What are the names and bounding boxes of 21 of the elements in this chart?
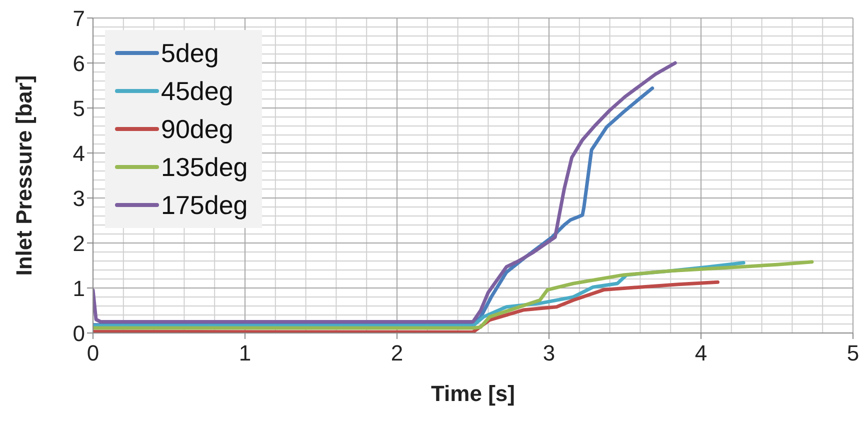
legend-label: 45deg bbox=[161, 76, 234, 106]
y-tick-label: 3 bbox=[72, 186, 85, 211]
line-series bbox=[93, 280, 720, 333]
x-tick-label: 1 bbox=[238, 340, 252, 366]
x-tick-label: 5 bbox=[846, 340, 860, 366]
y-tick-label: 0 bbox=[72, 320, 85, 346]
y-tick-label: 5 bbox=[72, 96, 85, 121]
y-tick-label: 7 bbox=[72, 6, 85, 31]
x-tick-label: 3 bbox=[542, 340, 556, 366]
y-axis-title: Inlet Pressure [bar] bbox=[12, 75, 36, 276]
y-tick-label: 4 bbox=[72, 140, 85, 166]
x-axis-title: Time [s] bbox=[431, 381, 515, 406]
x-tick-label: 4 bbox=[694, 340, 708, 366]
y-tick-label: 6 bbox=[72, 50, 85, 76]
y-tick-label: 1 bbox=[72, 276, 85, 301]
legend-label: 135deg bbox=[161, 152, 248, 182]
x-tick-label: 2 bbox=[390, 340, 404, 366]
legend-label: 90deg bbox=[161, 114, 234, 144]
legend-label: 175deg bbox=[161, 190, 248, 220]
y-tick-label: 2 bbox=[72, 230, 85, 256]
legend-label: 5deg bbox=[161, 38, 219, 68]
